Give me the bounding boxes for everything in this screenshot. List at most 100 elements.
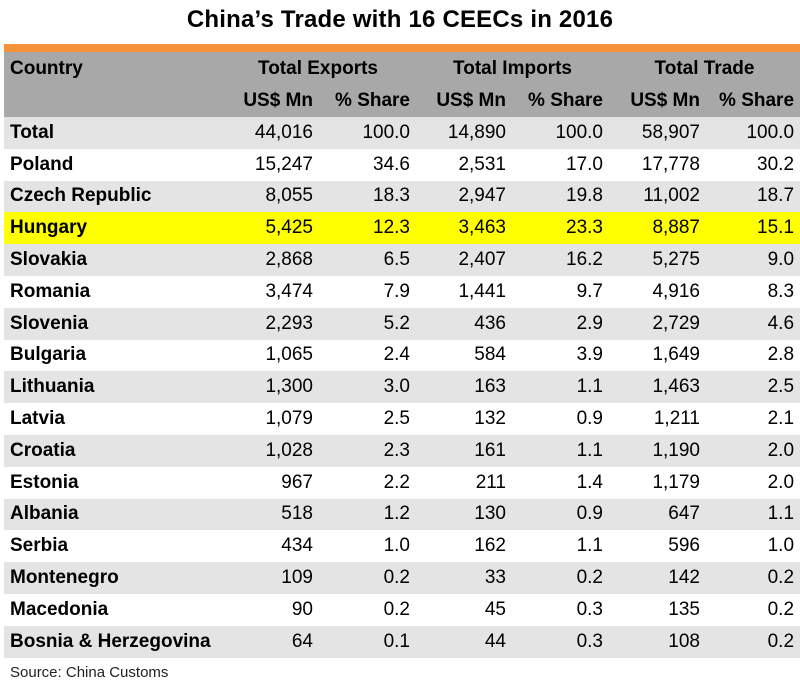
- imports-usd-cell: 2,531: [458, 153, 506, 175]
- imports-share-cell: 1.1: [576, 376, 603, 398]
- trade-usd-cell: 1,190: [652, 439, 700, 461]
- imports-usd-cell: 45: [484, 598, 506, 620]
- header-exports-usd: US$ Mn: [243, 90, 313, 111]
- trade-usd-cell: 5,275: [652, 249, 700, 271]
- accent-bar: [4, 44, 800, 52]
- table-row: Estonia 967 2.2 211 1.4 1,179 2.0: [4, 466, 800, 499]
- imports-share-cell: 1.1: [576, 439, 603, 461]
- exports-share-cell: 0.1: [383, 630, 410, 652]
- header-trade-usd: US$ Mn: [630, 90, 700, 111]
- exports-usd-cell: 1,028: [265, 439, 313, 461]
- country-cell: Bulgaria: [10, 344, 87, 366]
- table-row: Montenegro 109 0.2 33 0.2 142 0.2: [4, 562, 800, 594]
- trade-share-cell: 30.2: [757, 153, 795, 175]
- page-title: China’s Trade with 16 CEECs in 2016: [186, 6, 614, 33]
- table-row: Total 44,016 100.0 14,890 100.0 58,907 100.0: [4, 117, 800, 149]
- header-total-imports: Total Imports: [453, 57, 572, 79]
- exports-usd-cell: 90: [291, 598, 313, 620]
- table-row: Poland 15,247 34.6 2,531 17.0 17,778 30.2: [4, 148, 800, 181]
- country-cell: Hungary: [10, 217, 88, 239]
- imports-share-cell: 0.3: [576, 598, 603, 620]
- trade-usd-cell: 58,907: [641, 121, 700, 143]
- trade-usd-cell: 1,179: [652, 471, 700, 493]
- imports-usd-cell: 14,890: [447, 121, 506, 143]
- imports-usd-cell: 2,407: [458, 249, 506, 271]
- trade-usd-cell: 108: [668, 630, 700, 652]
- trade-usd-cell: 1,649: [652, 344, 700, 366]
- country-cell: Albania: [10, 503, 79, 525]
- trade-usd-cell: 142: [668, 567, 700, 589]
- country-cell: Bosnia & Herzegovina: [10, 630, 211, 652]
- imports-share-cell: 1.4: [576, 471, 603, 493]
- trade-share-cell: 2.5: [767, 376, 795, 398]
- imports-share-cell: 0.2: [576, 567, 603, 589]
- exports-share-cell: 1.0: [383, 535, 410, 557]
- exports-usd-cell: 1,065: [265, 344, 313, 366]
- table-row: Albania 518 1.2 130 0.9 647 1.1: [4, 498, 800, 531]
- imports-share-cell: 17.0: [566, 153, 603, 175]
- trade-usd-cell: 1,211: [653, 408, 700, 430]
- imports-usd-cell: 584: [474, 344, 506, 366]
- exports-share-cell: 34.6: [373, 153, 410, 175]
- header-total-trade: Total Trade: [654, 57, 755, 79]
- exports-usd-cell: 434: [281, 535, 313, 557]
- imports-usd-cell: 132: [474, 408, 506, 430]
- trade-share-cell: 9.0: [767, 249, 795, 271]
- imports-usd-cell: 436: [474, 312, 506, 334]
- exports-usd-cell: 1,079: [265, 408, 313, 430]
- source-note: Source: China Customs: [10, 664, 169, 681]
- country-cell: Estonia: [10, 471, 79, 493]
- exports-share-cell: 2.4: [383, 344, 410, 366]
- exports-share-cell: 5.2: [383, 312, 410, 334]
- exports-usd-cell: 3,474: [265, 280, 313, 302]
- imports-share-cell: 3.9: [576, 344, 603, 366]
- imports-share-cell: 0.3: [576, 630, 603, 652]
- trade-usd-cell: 647: [668, 503, 700, 525]
- trade-share-cell: 1.0: [767, 535, 795, 557]
- table-row: Croatia 1,028 2.3 161 1.1 1,190 2.0: [4, 434, 800, 467]
- country-cell: Montenegro: [10, 567, 119, 589]
- exports-share-cell: 100.0: [362, 121, 410, 143]
- exports-share-cell: 0.2: [383, 567, 410, 589]
- imports-share-cell: 23.3: [566, 217, 603, 239]
- exports-usd-cell: 5,425: [265, 217, 313, 239]
- trade-share-cell: 2.1: [767, 408, 795, 430]
- exports-share-cell: 2.2: [383, 471, 410, 493]
- table-row: Bosnia & Herzegovina 64 0.1 44 0.3 108 0.2: [4, 625, 800, 658]
- imports-share-cell: 0.9: [576, 408, 603, 430]
- trade-share-cell: 100.0: [746, 121, 795, 143]
- trade-usd-cell: 4,916: [652, 280, 700, 302]
- header-total-exports: Total Exports: [258, 57, 378, 79]
- imports-usd-cell: 162: [474, 535, 506, 557]
- exports-usd-cell: 44,016: [254, 121, 313, 143]
- imports-usd-cell: 33: [484, 567, 506, 589]
- table-body: Total 44,016 100.0 14,890 100.0 58,907 100.0 Po…: [4, 117, 800, 658]
- table-row: Lithuania 1,300 3.0 163 1.1 1,463 2.5: [4, 371, 800, 404]
- country-cell: Slovakia: [10, 249, 88, 271]
- country-cell: Slovenia: [10, 312, 89, 334]
- table-row: Slovakia 2,868 6.5 2,407 16.2 5,275 9.0: [4, 244, 800, 276]
- exports-usd-cell: 2,293: [265, 312, 313, 334]
- header-country: Country: [10, 58, 83, 79]
- country-cell: Latvia: [10, 408, 65, 430]
- country-cell: Czech Republic: [10, 185, 152, 207]
- trade-share-cell: 18.7: [757, 185, 795, 207]
- trade-share-cell: 2.0: [767, 439, 795, 461]
- trade-share-cell: 8.3: [767, 280, 795, 302]
- exports-share-cell: 3.0: [383, 376, 410, 398]
- exports-share-cell: 7.9: [383, 280, 410, 302]
- trade-usd-cell: 8,887: [652, 217, 700, 239]
- exports-share-cell: 6.5: [383, 249, 410, 271]
- imports-usd-cell: 211: [475, 471, 506, 493]
- exports-share-cell: 1.2: [383, 503, 410, 525]
- exports-usd-cell: 15,247: [254, 153, 313, 175]
- imports-usd-cell: 2,947: [458, 185, 506, 207]
- trade-share-cell: 15.1: [757, 217, 795, 239]
- imports-share-cell: 0.9: [576, 503, 603, 525]
- imports-usd-cell: 161: [474, 439, 506, 461]
- imports-share-cell: 100.0: [555, 121, 603, 143]
- country-cell: Poland: [10, 153, 74, 175]
- table-row: Hungary 5,425 12.3 3,463 23.3 8,887 15.1: [4, 212, 800, 245]
- trade-share-cell: 1.1: [767, 503, 795, 525]
- exports-share-cell: 2.3: [383, 439, 410, 461]
